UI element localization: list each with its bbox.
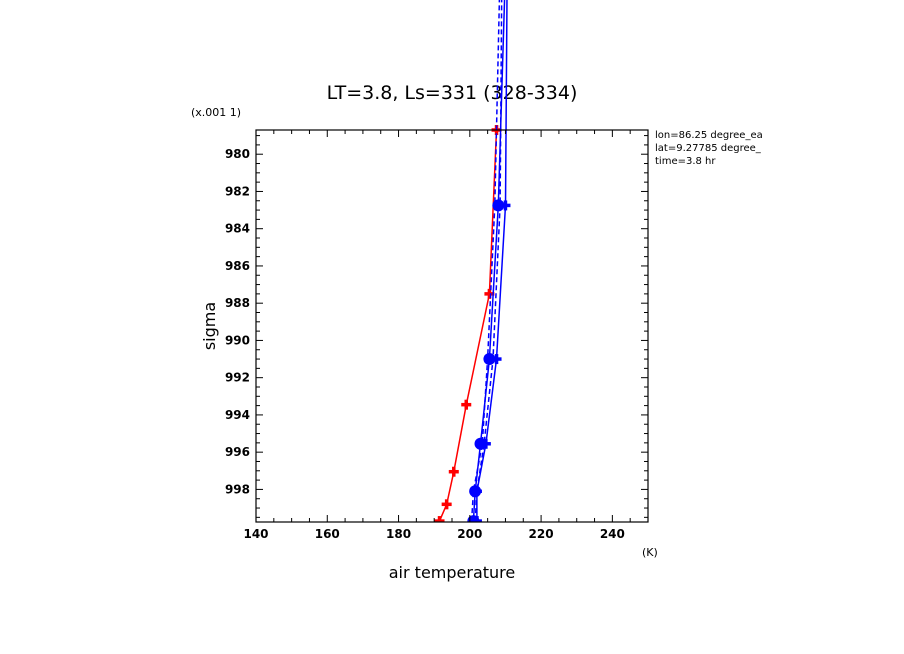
x-axis: 140 160 180 200 220 240 (243, 130, 649, 541)
series-0-point (434, 516, 445, 522)
series-2-point (480, 438, 491, 449)
series-0-point (461, 399, 472, 410)
series-0-point (448, 466, 459, 477)
y-tick-label: 984 (225, 222, 250, 236)
x-tick-label: 160 (315, 527, 340, 541)
x-tick-label: 220 (529, 527, 554, 541)
y-tick-label: 996 (225, 445, 250, 459)
x-tick-label: 140 (243, 527, 268, 541)
y-tick-label: 986 (225, 259, 250, 273)
y-tick-label: 980 (225, 147, 250, 161)
series-line-0 (438, 129, 498, 522)
y-tick-label: 998 (225, 482, 250, 496)
series-2-point (500, 200, 511, 211)
series-line-4 (474, 0, 503, 522)
plot-frame (255, 129, 649, 523)
chart-title: LT=3.8, Ls=331 (328-334) (327, 82, 578, 104)
series-layer (434, 0, 511, 522)
series-line-3 (470, 0, 501, 522)
y-tick-label: 988 (225, 296, 250, 310)
annotation-block: lon=86.25 degree_ea lat=9.27785 degree_ … (655, 130, 763, 167)
annotation-lat: lat=9.27785 degree_ (655, 143, 762, 154)
x-units-label: (K) (642, 546, 658, 559)
y-scale-note: (x.001 1) (191, 106, 241, 119)
annotation-lon: lon=86.25 degree_ea (655, 130, 763, 141)
y-tick-label: 982 (225, 184, 250, 198)
annotation-time: time=3.8 hr (655, 156, 716, 167)
series-0-point (441, 499, 452, 510)
y-axis-title: sigma (200, 302, 219, 350)
x-axis-title: air temperature (389, 563, 515, 582)
y-axis: 980 982 984 986 988 990 992 994 996 998 (225, 135, 648, 518)
y-tick-label: 992 (225, 371, 250, 385)
series-2-point (471, 516, 482, 522)
y-tick-label: 994 (225, 408, 250, 422)
x-tick-label: 240 (600, 527, 625, 541)
x-tick-label: 200 (457, 527, 482, 541)
x-tick-label: 180 (386, 527, 411, 541)
y-tick-label: 990 (225, 333, 250, 347)
